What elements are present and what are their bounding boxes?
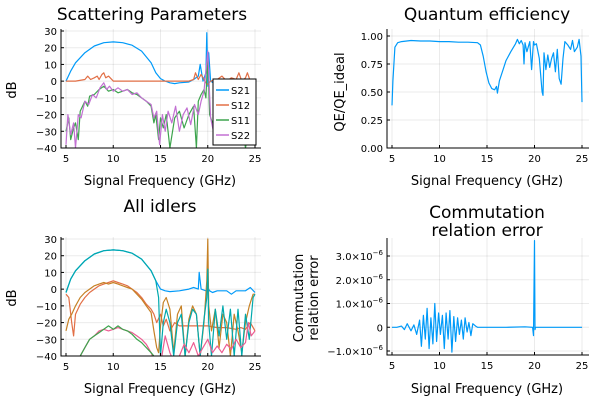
y-tick-label: 10 bbox=[44, 60, 57, 71]
x-tick-label: 5 bbox=[389, 154, 395, 165]
y-tick-label: −1.0×10−6 bbox=[327, 344, 383, 358]
x-tick-label: 5 bbox=[63, 362, 69, 373]
y-axis-label: dB bbox=[5, 81, 20, 98]
x-tick-label: 5 bbox=[63, 154, 69, 165]
axis-spines bbox=[386, 29, 589, 149]
y-tick-label: 3.0×10−6 bbox=[336, 249, 384, 263]
y-tick-label: 0.50 bbox=[361, 88, 383, 99]
y-tick-label: 1.0×10−6 bbox=[336, 297, 384, 311]
y-tick-label: −20 bbox=[36, 319, 57, 330]
x-tick-label: 10 bbox=[107, 154, 120, 165]
series-line-s12 bbox=[66, 72, 256, 86]
chart-title-line-1: Commutation bbox=[429, 203, 545, 223]
x-tick-label: 20 bbox=[528, 154, 541, 165]
legend-label: S11 bbox=[231, 116, 250, 127]
chart-title: Scattering Parameters bbox=[57, 5, 247, 25]
chart-title-line-2: relation error bbox=[431, 221, 542, 241]
legend-label: S21 bbox=[231, 86, 250, 97]
scattering-parameters-plot: Scattering Parameters 5 10 15 20 25 30 20 10 0 −1… bbox=[5, 5, 261, 189]
series-line-qe bbox=[391, 38, 583, 106]
x-tick-label: 15 bbox=[154, 154, 167, 165]
x-axis-label: Signal Frequency (GHz) bbox=[84, 174, 236, 189]
y-tick-label: 0 bbox=[51, 77, 57, 88]
quantum-efficiency-plot: Quantum efficiency 5 10 15 20 25 1.00 0.75 0.50… bbox=[333, 5, 589, 189]
y-tick-label: 0.00 bbox=[361, 144, 383, 155]
y-tick-label: 30 bbox=[44, 235, 57, 246]
axis-spines bbox=[386, 238, 589, 356]
y-tick-label: 2.0×10−6 bbox=[336, 273, 384, 287]
y-tick-label: −30 bbox=[36, 335, 57, 346]
series-line-idler-3 bbox=[65, 249, 256, 356]
x-tick-label: 20 bbox=[201, 362, 214, 373]
chart-title: All idlers bbox=[123, 197, 196, 217]
all-idlers-plot: All idlers 5 10 15 20 253020100−10−20−30−40 … bbox=[5, 197, 261, 397]
x-tick-label: 20 bbox=[528, 361, 541, 372]
y-axis-label: dB bbox=[5, 289, 20, 306]
y-tick-label: 20 bbox=[44, 44, 57, 55]
y-tick-label: 20 bbox=[44, 252, 57, 263]
x-tick-label: 15 bbox=[481, 361, 494, 372]
x-tick-label: 10 bbox=[433, 154, 446, 165]
y-tick-label: −10 bbox=[36, 94, 57, 105]
y-tick-label: 0.75 bbox=[361, 60, 383, 71]
y-tick-label: 0.25 bbox=[361, 116, 383, 127]
y-tick-label: 0 bbox=[377, 323, 383, 334]
y-tick-label: −40 bbox=[36, 352, 57, 363]
series-line-idler-5 bbox=[79, 325, 155, 356]
y-axis-label-line-2: relation error bbox=[307, 255, 322, 341]
x-tick-label: 15 bbox=[481, 154, 494, 165]
y-tick-label: 0 bbox=[51, 285, 57, 296]
x-axis-label: Signal Frequency (GHz) bbox=[84, 382, 236, 397]
y-tick-label: −30 bbox=[36, 127, 57, 138]
y-tick-label: −10 bbox=[36, 302, 57, 313]
series-line-error bbox=[392, 240, 582, 353]
x-tick-label: 15 bbox=[154, 362, 167, 373]
x-tick-label: 25 bbox=[576, 154, 589, 165]
chart-title: Quantum efficiency bbox=[404, 5, 570, 25]
legend-label: S22 bbox=[231, 131, 250, 142]
y-tick-label: 1.00 bbox=[361, 32, 383, 43]
y-tick-label: 10 bbox=[44, 268, 57, 279]
x-axis-label: Signal Frequency (GHz) bbox=[411, 174, 563, 189]
x-tick-label: 10 bbox=[107, 362, 120, 373]
x-tick-label: 20 bbox=[201, 154, 214, 165]
y-tick-label: −40 bbox=[36, 144, 57, 155]
x-tick-label: 25 bbox=[249, 154, 262, 165]
series-line-idler-4 bbox=[79, 322, 256, 356]
legend-label: S12 bbox=[231, 101, 250, 112]
y-axis-label: QE/QE_ideal bbox=[333, 52, 348, 131]
series-line-s21 bbox=[65, 32, 255, 87]
x-tick-label: 10 bbox=[433, 361, 446, 372]
legend: S21 S12 S11 S22 bbox=[212, 78, 257, 146]
x-tick-label: 25 bbox=[576, 361, 589, 372]
commutation-error-plot: Commutation relation error 5 10 15 20 25 3.0×… bbox=[292, 203, 589, 397]
y-tick-label: 30 bbox=[44, 27, 57, 38]
x-axis-label: Signal Frequency (GHz) bbox=[411, 382, 563, 397]
y-tick-label: −20 bbox=[36, 111, 57, 122]
y-axis-label-line-1: Commutation bbox=[292, 254, 307, 343]
x-tick-label: 25 bbox=[249, 362, 262, 373]
x-tick-label: 5 bbox=[389, 361, 395, 372]
